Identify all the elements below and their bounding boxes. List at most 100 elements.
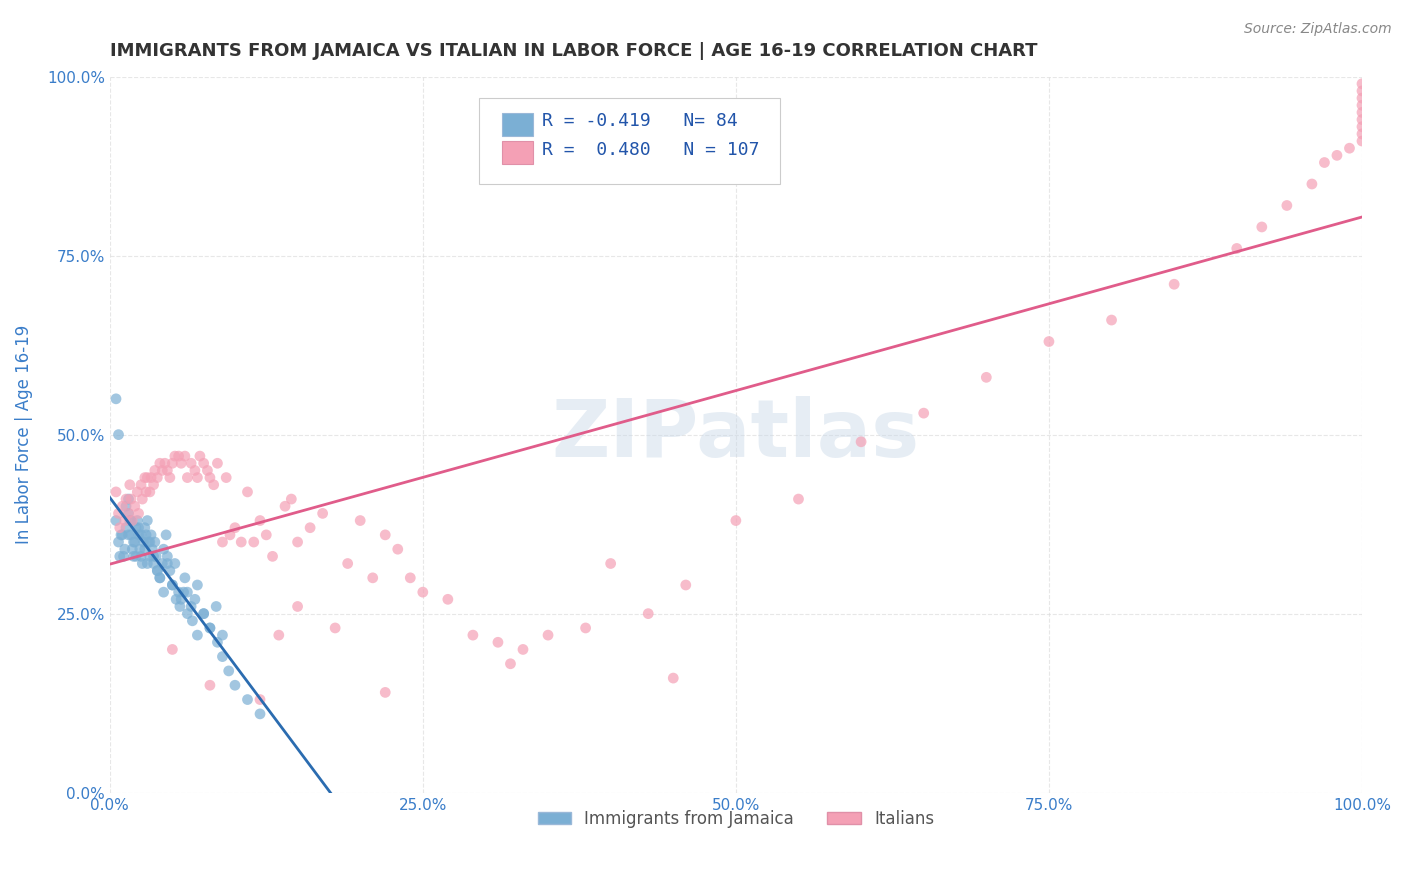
Point [167,449,190,463]
Point [399,571,422,585]
Point [724,514,747,528]
Point [139,549,162,564]
Point [122,535,145,549]
Point [254,528,277,542]
Point [249,692,271,706]
Point [323,621,346,635]
Point [124,500,146,514]
Point [173,585,195,599]
Point [236,692,259,706]
Point [184,463,207,477]
Point [114,542,136,557]
Point [134,521,156,535]
Legend: Immigrants from Jamaica, Italians: Immigrants from Jamaica, Italians [531,803,941,834]
Point [108,549,131,564]
Point [1301,177,1323,191]
Point [437,592,460,607]
Point [152,542,174,557]
Point [146,564,169,578]
Point [207,456,229,470]
Point [139,470,162,484]
Point [129,549,152,564]
Point [675,578,697,592]
Point [117,528,139,542]
Point [231,535,253,549]
Point [162,578,184,592]
Point [311,507,333,521]
Point [150,557,173,571]
FancyBboxPatch shape [479,98,780,184]
Point [287,535,309,549]
Point [1163,277,1185,292]
Point [111,528,134,542]
Point [186,628,208,642]
Point [1313,155,1336,169]
Point [219,528,242,542]
Point [184,592,207,607]
Point [1351,134,1374,148]
Point [162,578,184,592]
Point [599,557,621,571]
Point [121,542,143,557]
Point [165,592,187,607]
Point [173,449,195,463]
Point [224,521,246,535]
Point [202,477,225,491]
Point [1351,112,1374,127]
Point [162,642,184,657]
Point [1326,148,1348,162]
Point [134,542,156,557]
Point [136,470,159,484]
Point [461,628,484,642]
Point [159,564,181,578]
Point [912,406,935,420]
Text: IMMIGRANTS FROM JAMAICA VS ITALIAN IN LABOR FORCE | AGE 16-19 CORRELATION CHART: IMMIGRANTS FROM JAMAICA VS ITALIAN IN LA… [110,42,1038,60]
Point [115,521,138,535]
Point [218,664,240,678]
Point [299,521,322,535]
Point [374,528,396,542]
Point [1351,120,1374,134]
Point [499,657,522,671]
Point [131,557,153,571]
Point [537,628,560,642]
Point [118,477,141,491]
Point [486,635,509,649]
Point [211,649,233,664]
Point [1275,198,1298,212]
Point [135,528,157,542]
Point [181,614,204,628]
Point [180,599,202,614]
Point [150,463,173,477]
Point [575,621,598,635]
Point [110,528,132,542]
Point [132,535,155,549]
Point [186,578,208,592]
Point [134,470,156,484]
Point [107,427,129,442]
Point [142,557,165,571]
Point [122,549,145,564]
Point [121,514,143,528]
Point [1351,84,1374,98]
Point [143,463,166,477]
Point [249,706,271,721]
Point [211,535,233,549]
Point [128,528,150,542]
Point [149,456,172,470]
Point [336,557,359,571]
Point [105,392,128,406]
Point [1351,98,1374,112]
Point [124,535,146,549]
Point [167,585,190,599]
Point [1351,105,1374,120]
Point [387,542,409,557]
Point [198,621,221,635]
Point [215,470,238,484]
Point [105,484,128,499]
Point [1101,313,1123,327]
Point [287,599,309,614]
Point [224,678,246,692]
Text: ZIPatlas: ZIPatlas [551,396,920,474]
Point [249,514,271,528]
